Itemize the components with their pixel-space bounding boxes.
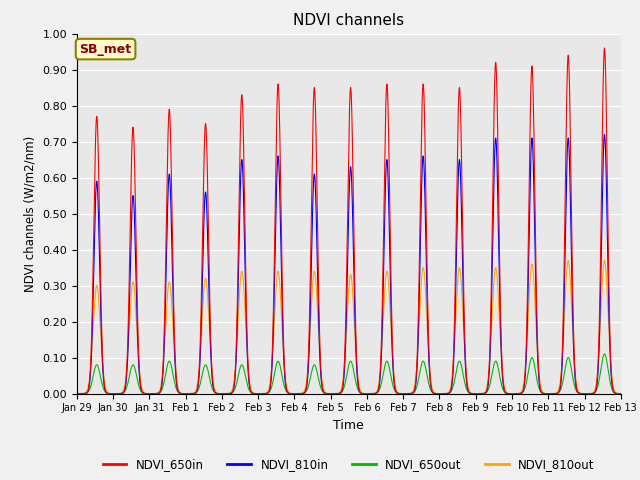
NDVI_810out: [617, 391, 625, 396]
NDVI_650in: [600, 45, 608, 51]
NDVI_650in: [276, 168, 284, 173]
NDVI_650out: [600, 351, 608, 357]
NDVI_650out: [424, 376, 431, 382]
Line: NDVI_650in: NDVI_650in: [77, 48, 621, 394]
NDVI_810in: [424, 324, 431, 329]
NDVI_810in: [600, 132, 608, 137]
NDVI_810in: [184, 391, 191, 396]
Line: NDVI_810in: NDVI_810in: [77, 134, 621, 394]
NDVI_810in: [189, 391, 197, 396]
Legend: NDVI_650in, NDVI_810in, NDVI_650out, NDVI_810out: NDVI_650in, NDVI_810in, NDVI_650out, NDV…: [98, 454, 600, 476]
NDVI_810in: [501, 389, 509, 395]
NDVI_650out: [501, 390, 509, 396]
NDVI_810in: [73, 391, 81, 396]
NDVI_650in: [424, 303, 431, 309]
Line: NDVI_650out: NDVI_650out: [77, 354, 621, 394]
NDVI_650out: [617, 391, 625, 396]
NDVI_650out: [184, 391, 191, 396]
NDVI_810in: [615, 391, 623, 396]
X-axis label: Time: Time: [333, 419, 364, 432]
Title: NDVI channels: NDVI channels: [293, 13, 404, 28]
NDVI_810in: [617, 391, 625, 396]
NDVI_650in: [615, 391, 623, 396]
NDVI_810out: [189, 390, 197, 396]
Text: SB_met: SB_met: [79, 43, 132, 56]
NDVI_810out: [501, 386, 509, 392]
NDVI_810in: [276, 219, 284, 225]
NDVI_650in: [617, 391, 625, 396]
NDVI_650out: [189, 391, 197, 396]
NDVI_650in: [189, 391, 197, 396]
NDVI_650out: [615, 391, 623, 396]
NDVI_810out: [184, 391, 191, 396]
NDVI_810out: [600, 258, 608, 264]
NDVI_810out: [424, 335, 431, 340]
NDVI_650out: [73, 391, 81, 396]
NDVI_810out: [73, 391, 81, 396]
NDVI_810out: [615, 391, 623, 396]
NDVI_650out: [276, 364, 284, 370]
Line: NDVI_810out: NDVI_810out: [77, 261, 621, 394]
NDVI_650in: [73, 391, 81, 396]
Y-axis label: NDVI channels (W/m2/nm): NDVI channels (W/m2/nm): [24, 135, 36, 292]
NDVI_650in: [501, 389, 509, 395]
NDVI_650in: [184, 391, 191, 396]
NDVI_810out: [276, 291, 284, 297]
